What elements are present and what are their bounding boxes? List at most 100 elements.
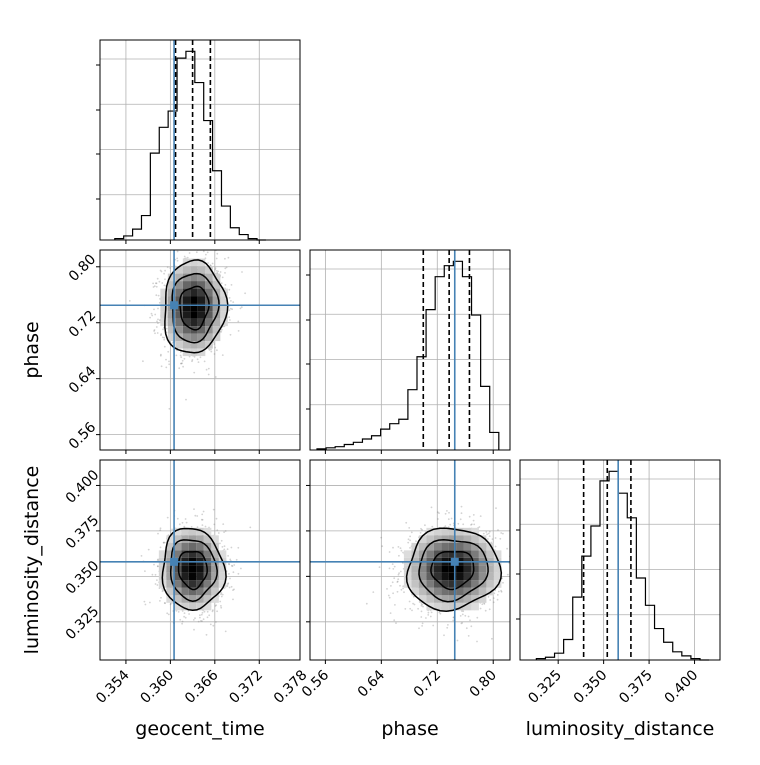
scatter-point	[395, 622, 397, 624]
scatter-point	[212, 624, 215, 627]
scatter-point	[228, 297, 231, 299]
density-cell	[211, 580, 219, 588]
scatter-point	[202, 618, 205, 621]
scatter-point	[494, 589, 496, 592]
density-panel-geocent_time-phase	[96, 249, 301, 454]
scatter-point	[232, 301, 235, 303]
density-cell	[196, 572, 204, 581]
scatter-point	[220, 539, 223, 542]
hist-panel-geocent_time	[96, 39, 301, 244]
density-cell	[196, 565, 204, 573]
scatter-point	[144, 603, 147, 606]
scatter-point	[398, 572, 400, 574]
density-cell	[182, 273, 191, 282]
scatter-point	[495, 507, 497, 509]
scatter-point	[230, 585, 233, 588]
scatter-point	[200, 518, 203, 521]
scatter-point	[229, 577, 231, 580]
density-cell	[411, 565, 419, 573]
scatter-point	[419, 532, 422, 534]
scatter-point	[420, 616, 423, 618]
density-cell	[188, 550, 197, 558]
density-cell	[456, 535, 464, 543]
density-cell	[175, 266, 183, 274]
density-cell	[411, 542, 419, 551]
density-cell	[181, 595, 189, 603]
scatter-point	[506, 547, 508, 550]
scatter-point	[158, 301, 161, 304]
density-cell	[182, 296, 191, 304]
scatter-point	[492, 597, 495, 599]
density-cell	[181, 535, 189, 543]
density-cell	[158, 550, 167, 558]
scatter-point	[220, 330, 223, 333]
density-cell	[212, 326, 221, 334]
density-cell	[493, 572, 502, 581]
scatter-point	[472, 519, 475, 522]
scatter-point	[157, 558, 160, 561]
scatter-point	[155, 285, 158, 288]
scatter-point	[165, 327, 168, 330]
density-cell	[493, 550, 502, 558]
density-cell	[203, 602, 212, 611]
scatter-point	[396, 590, 399, 593]
scatter-point	[491, 538, 494, 540]
scatter-point	[183, 255, 186, 258]
scatter-point	[201, 518, 204, 521]
scatter-point	[207, 262, 210, 264]
scatter-point	[460, 610, 463, 612]
density-cell	[175, 273, 183, 282]
density-cell	[463, 565, 472, 573]
density-cell	[478, 550, 487, 558]
density-cell	[197, 281, 206, 289]
scatter-point	[156, 277, 159, 280]
scatter-point	[196, 515, 199, 517]
contour-line	[179, 285, 210, 331]
scatter-point	[157, 565, 159, 568]
density-cell	[181, 587, 189, 596]
density-cell	[175, 333, 183, 342]
scatter-point	[387, 594, 390, 597]
density-cell	[433, 527, 442, 536]
scatter-point	[380, 536, 383, 539]
scatter-point	[201, 513, 204, 516]
density-cell	[448, 535, 457, 543]
scatter-point	[168, 363, 171, 366]
scatter-point	[421, 528, 423, 531]
histogram-phase	[316, 260, 500, 450]
density-cell	[182, 333, 191, 342]
density-panel-geocent_time-luminosity_distance	[96, 459, 301, 664]
density-cell	[418, 550, 427, 558]
density-cell	[448, 580, 457, 588]
scatter-point	[160, 334, 162, 337]
density-cell	[190, 258, 198, 267]
density-cell	[463, 572, 472, 581]
density-cell	[441, 587, 449, 596]
density-cell	[478, 587, 487, 596]
scatter-point	[163, 336, 166, 339]
scatter-point	[188, 355, 191, 358]
hist-panel-phase	[306, 249, 511, 454]
panel-content	[100, 460, 300, 660]
scatter-point	[397, 546, 400, 548]
axes-frame	[99, 459, 301, 661]
density-cell	[205, 288, 213, 297]
scatter-point	[230, 300, 232, 302]
density-cell	[471, 542, 479, 551]
density-cell	[426, 550, 434, 558]
hist-panel-luminosity_distance	[516, 459, 721, 664]
density-cell	[197, 288, 206, 297]
scatter-point	[228, 563, 230, 565]
density-cell	[486, 542, 494, 551]
scatter-point	[211, 262, 214, 265]
scatter-point	[206, 251, 209, 254]
scatter-point	[156, 320, 158, 323]
scatter-point	[228, 563, 231, 566]
panel-content	[100, 250, 300, 450]
density-cell	[190, 281, 198, 289]
density-cell	[418, 587, 427, 596]
truth-marker	[170, 301, 179, 310]
density-cell	[181, 572, 189, 581]
scatter-point	[155, 326, 158, 328]
density-cell	[471, 527, 479, 536]
